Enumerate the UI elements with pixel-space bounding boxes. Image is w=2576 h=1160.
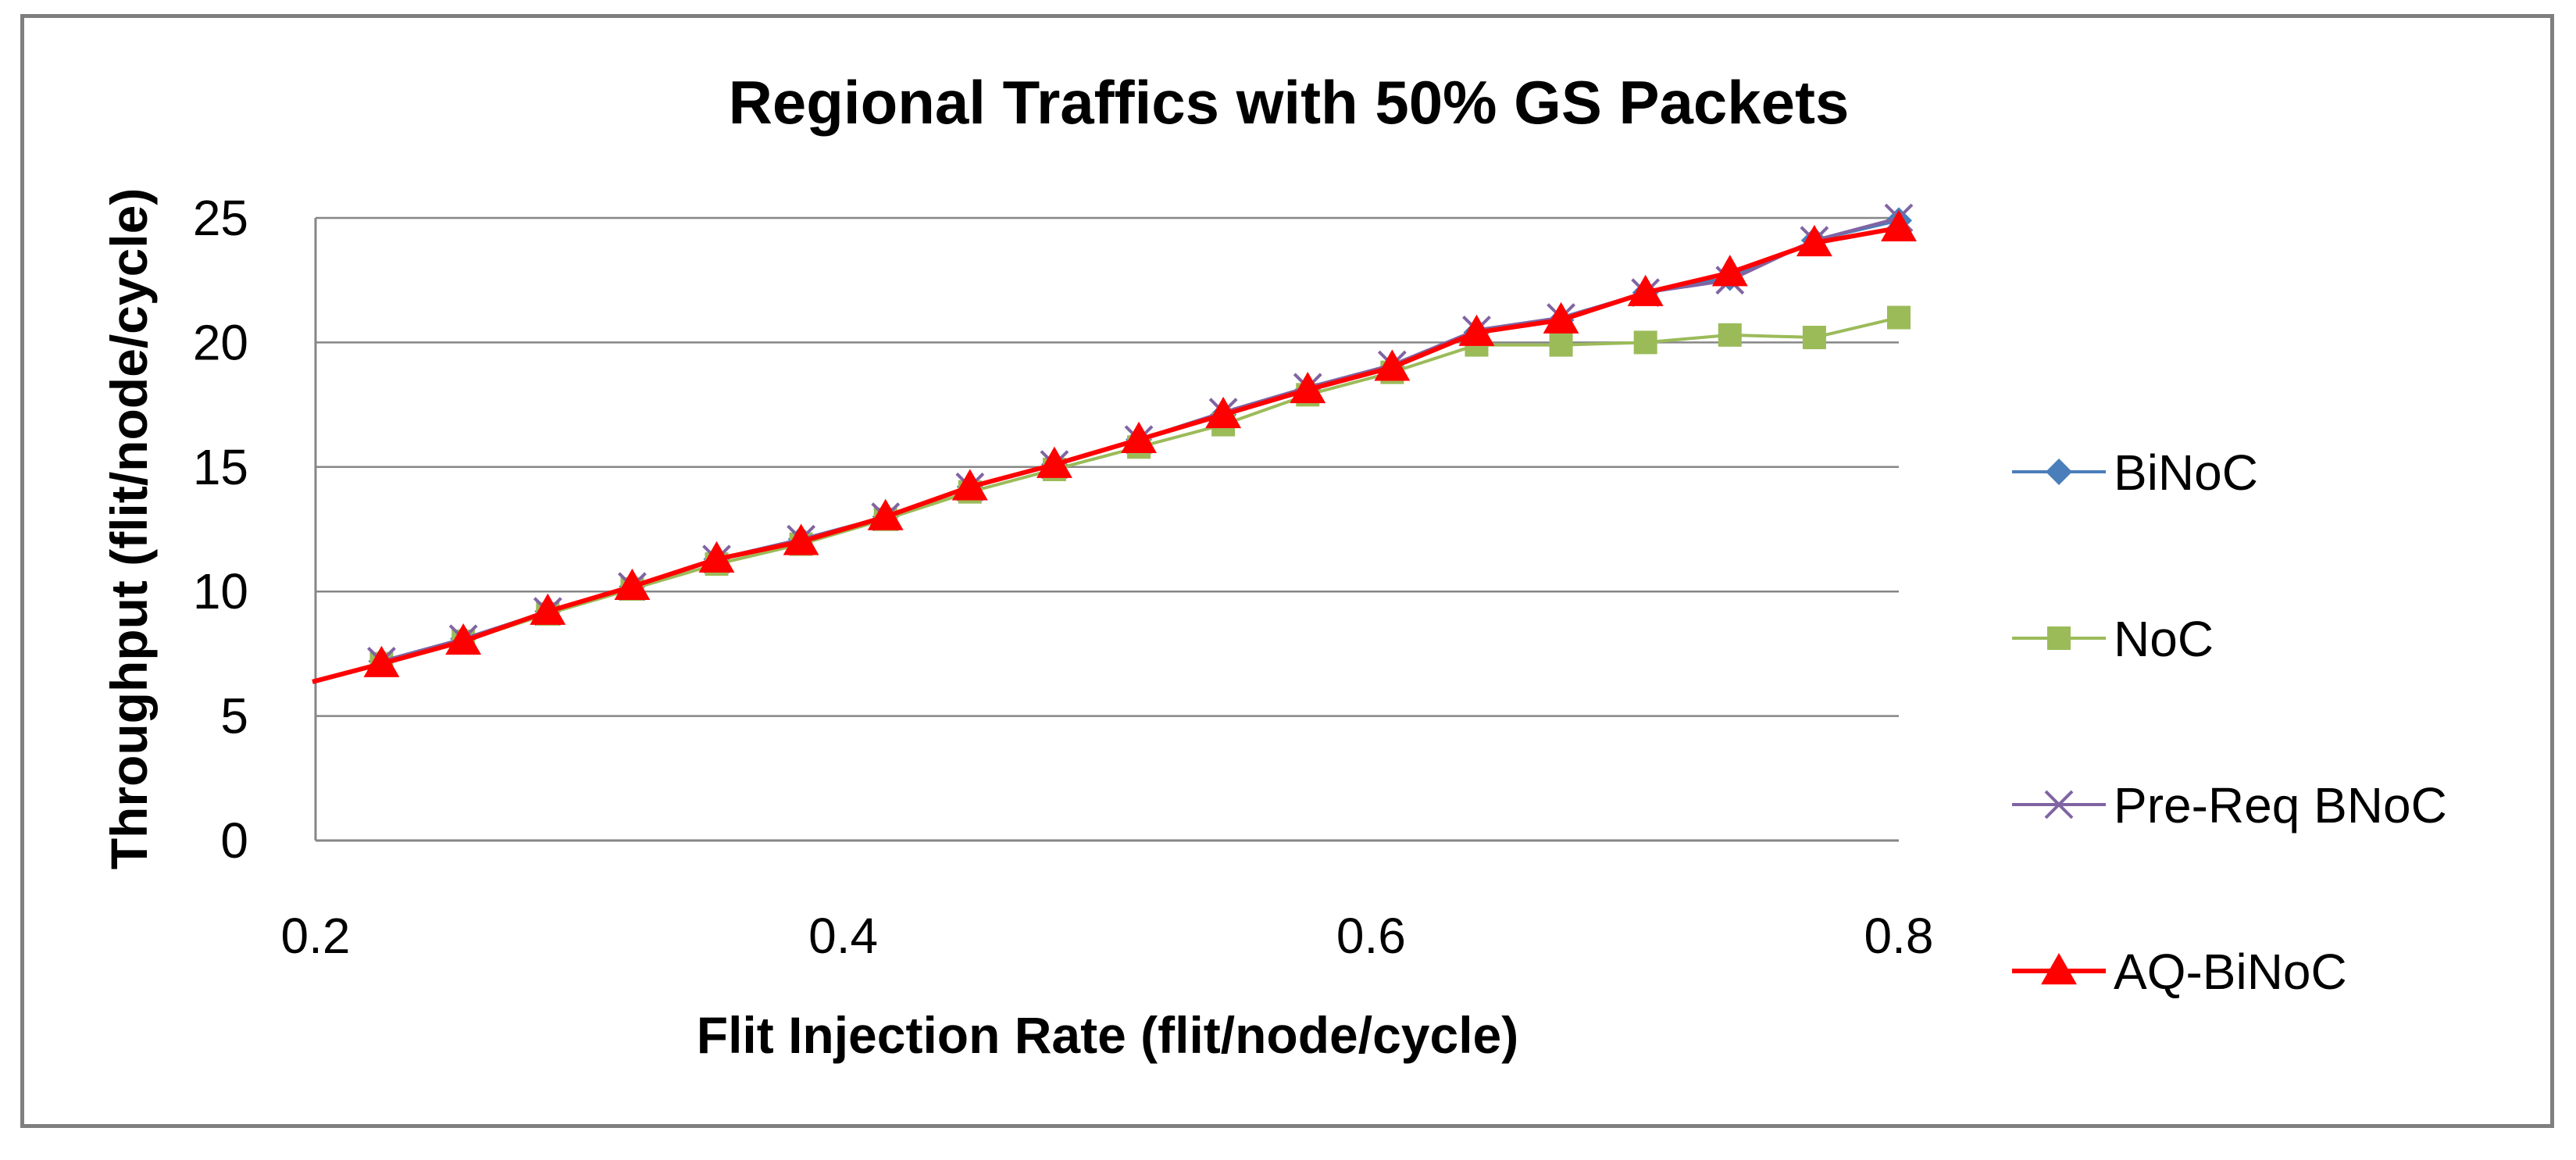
x-axis-label: Flit Injection Rate (flit/node/cycle) [697,1006,1518,1064]
chart-frame [20,14,2554,1128]
legend-marker-binoc [2046,459,2072,485]
y-tick-label-20: 20 [193,314,248,370]
x-tick-label-0.6: 0.6 [1336,908,1406,964]
point-noc-17 [1802,326,1826,350]
point-aq-binoc-16 [1711,255,1748,287]
point-aq-binoc-3 [614,568,651,601]
point-aq-binoc-6 [867,498,904,530]
point-noc-16 [1718,323,1742,347]
point-aq-binoc-8 [1036,446,1072,478]
y-tick-label-10: 10 [193,563,248,619]
y-axis-label: Throughput (flit/node/cycle) [100,188,158,870]
point-aq-binoc-0 [363,645,400,677]
point-aq-binoc-9 [1121,421,1157,453]
point-aq-binoc-15 [1627,274,1664,306]
series-line-aq-binoc [312,225,1900,684]
chart-title: Regional Traffics with 50% GS Packets [729,68,1850,137]
legend-marker-noc [2047,626,2071,650]
series-line-noc [380,316,1900,666]
y-tick-label-25: 25 [193,190,248,246]
point-aq-binoc-11 [1290,372,1326,404]
point-aq-binoc-13 [1458,314,1495,346]
x-tick-label-0.4: 0.4 [808,908,878,964]
point-aq-binoc-4 [698,541,735,573]
point-aq-binoc-10 [1205,396,1242,429]
legend-label-aq-binoc: AQ-BiNoC [2114,944,2347,1000]
y-tick-label-5: 5 [220,688,248,744]
y-tick-label-0: 0 [220,812,248,869]
point-noc-18 [1887,305,1911,330]
legend-marker-aq-binoc [2041,953,2077,985]
point-aq-binoc-2 [530,593,566,625]
point-aq-binoc-14 [1543,302,1579,334]
x-tick-label-0.8: 0.8 [1864,908,1934,964]
legend-marker-pre-req-bnoc [2044,790,2074,819]
point-noc-14 [1549,333,1573,357]
legend-label-binoc: BiNoC [2114,444,2258,501]
point-aq-binoc-12 [1374,349,1411,381]
legend-label-noc: NoC [2114,611,2214,667]
x-tick-label-0.2: 0.2 [281,908,351,964]
legend-label-pre-req-bnoc: Pre-Req BNoC [2114,777,2447,833]
point-noc-15 [1633,330,1657,355]
point-aq-binoc-1 [445,623,482,655]
y-tick-label-15: 15 [193,439,248,495]
point-aq-binoc-18 [1881,209,1917,241]
point-aq-binoc-7 [951,469,988,501]
point-aq-binoc-17 [1796,224,1832,257]
point-aq-binoc-5 [783,523,819,555]
